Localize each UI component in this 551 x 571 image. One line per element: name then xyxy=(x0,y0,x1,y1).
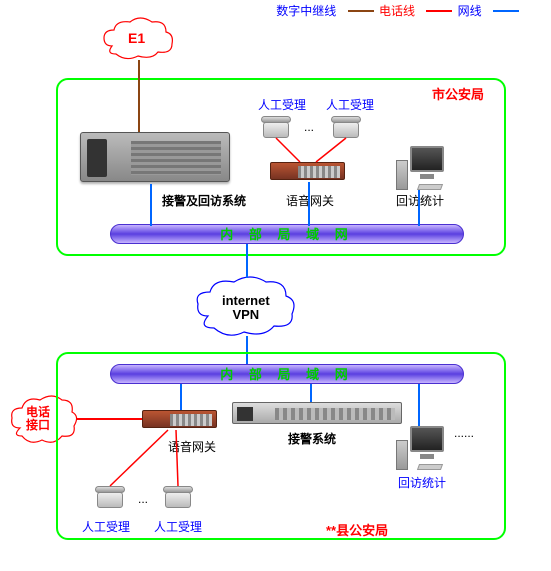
line-net xyxy=(180,384,182,410)
legend-label-1: 数字中继线 xyxy=(276,2,336,19)
bot-stats-label: 回访统计 xyxy=(398,474,446,491)
vpn-line2: VPN xyxy=(232,307,259,322)
cloud-tel-text: 电话 接口 xyxy=(26,406,50,432)
phone-icon xyxy=(162,486,194,508)
lan-bar-top: 内 部 局 域 网 xyxy=(110,224,464,244)
ellipsis-bot: ... xyxy=(138,492,148,506)
bot-manual2: 人工受理 xyxy=(154,518,202,535)
ellipsis-side: ...... xyxy=(454,426,474,440)
line-net xyxy=(310,384,312,402)
legend-line-3 xyxy=(493,10,519,12)
tel-line1: 电话 xyxy=(26,405,50,419)
ellipsis-top: ... xyxy=(304,120,314,134)
line-trunk xyxy=(138,60,140,132)
lan-bar-bot: 内 部 局 域 网 xyxy=(110,364,464,384)
rack-label: 接警系统 xyxy=(288,430,336,447)
line-net xyxy=(150,184,152,226)
top-manual2: 人工受理 xyxy=(326,96,374,113)
server-icon xyxy=(80,132,230,182)
pc-icon xyxy=(396,146,444,190)
legend-line-1 xyxy=(348,10,374,12)
line-tel xyxy=(76,418,142,420)
bot-title: **县公安局 xyxy=(326,520,388,539)
legend-label-2: 电话线 xyxy=(379,2,415,19)
vpn-line1: internet xyxy=(222,293,270,308)
phone-icon xyxy=(94,486,126,508)
line-net xyxy=(308,182,310,226)
legend: 数字中继线 电话线 网线 xyxy=(276,2,521,19)
top-manual1: 人工受理 xyxy=(258,96,306,113)
line-net xyxy=(246,244,248,278)
server-label: 接警及回访系统 xyxy=(162,192,246,209)
cloud-vpn-text: internet VPN xyxy=(222,294,270,322)
tel-line2: 接口 xyxy=(26,418,50,432)
line-net xyxy=(418,384,420,426)
line-net xyxy=(418,190,420,226)
top-gateway-label: 语音网关 xyxy=(286,192,334,209)
gateway-icon xyxy=(142,410,217,428)
lines-tel-top xyxy=(260,136,370,166)
pc-icon xyxy=(396,426,444,470)
rack-icon xyxy=(232,402,402,424)
phone-icon xyxy=(260,116,292,138)
top-title: 市公安局 xyxy=(432,84,484,103)
legend-label-3: 网线 xyxy=(458,2,482,19)
bot-manual1: 人工受理 xyxy=(82,518,130,535)
lines-tel-bot xyxy=(96,428,206,488)
phone-icon xyxy=(330,116,362,138)
top-stats-label: 回访统计 xyxy=(396,192,444,209)
legend-line-2 xyxy=(426,10,452,12)
cloud-e1-text: E1 xyxy=(128,30,145,46)
